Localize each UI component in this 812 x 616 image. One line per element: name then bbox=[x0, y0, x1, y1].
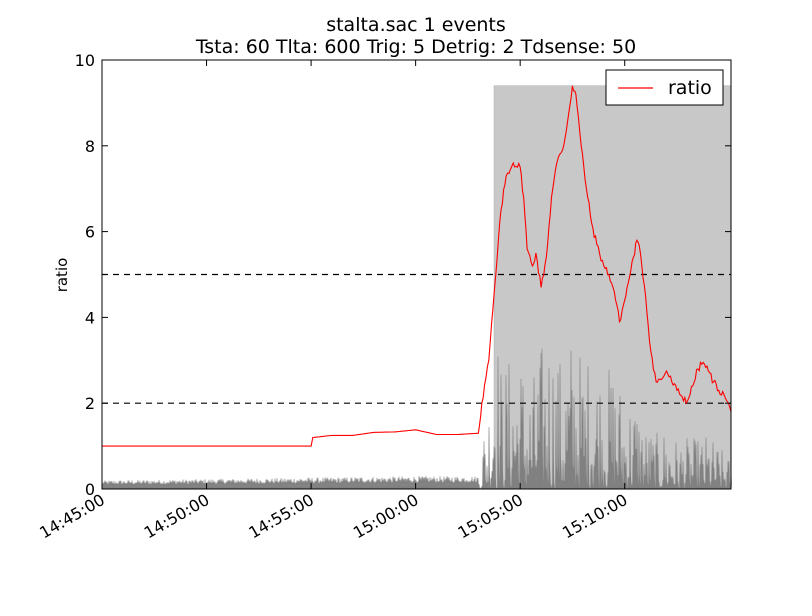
y-tick-label: 2 bbox=[85, 394, 95, 413]
ratio-line bbox=[102, 85, 732, 447]
chart-subtitle: Tsta: 60 Tlta: 600 Trig: 5 Detrig: 2 Tds… bbox=[195, 36, 636, 58]
y-tick-label: 8 bbox=[85, 137, 95, 156]
y-axis: 0 2 4 6 8 10 bbox=[75, 51, 731, 499]
ratio-series-layer bbox=[102, 85, 732, 447]
legend-ratio-label: ratio bbox=[668, 77, 712, 99]
y-tick-label: 6 bbox=[85, 223, 95, 242]
y-axis-label: ratio bbox=[53, 258, 71, 293]
chart-title: stalta.sac 1 events bbox=[326, 14, 506, 36]
plot-frame bbox=[101, 59, 732, 490]
y-tick-label: 10 bbox=[75, 51, 95, 70]
legend: ratio bbox=[605, 69, 724, 106]
threshold-layer bbox=[102, 273, 731, 404]
y-tick-label: 4 bbox=[85, 308, 95, 327]
y-tick-label: 0 bbox=[85, 480, 95, 499]
